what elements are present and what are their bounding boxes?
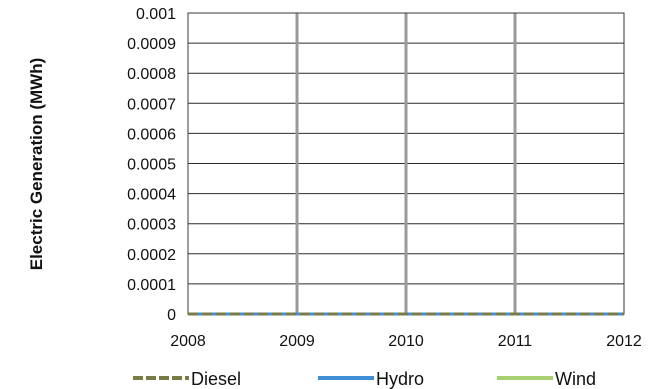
grid-layer xyxy=(188,12,624,315)
y-tick-label: 0.0003 xyxy=(127,217,176,234)
x-tick-label: 2008 xyxy=(170,333,206,350)
y-tick-label: 0 xyxy=(167,307,176,324)
y-tick-label: 0.0002 xyxy=(127,247,176,264)
y-tick-label: 0.0004 xyxy=(127,187,176,204)
x-tick-label: 2012 xyxy=(606,333,642,350)
x-tick-label: 2011 xyxy=(498,333,533,350)
y-tick-label: 0.0009 xyxy=(127,36,176,53)
y-tick-label: 0.0001 xyxy=(127,277,176,294)
legend: Diesel Hydro Wind xyxy=(133,369,596,389)
legend-label-wind: Wind xyxy=(555,369,596,389)
x-tick-label: 2010 xyxy=(388,333,424,350)
y-tick-label: 0.0005 xyxy=(127,157,176,174)
y-axis-label: Electric Generation (MWh) xyxy=(27,58,46,271)
y-tick-label: 0.001 xyxy=(136,6,176,23)
y-tick-label: 0.0006 xyxy=(127,126,176,143)
y-tick-label: 0.0008 xyxy=(127,66,176,83)
legend-label-hydro: Hydro xyxy=(376,369,424,389)
tick-labels: 0 0.0001 0.0002 0.0003 0.0004 0.0005 0.0006 0.0… xyxy=(127,6,642,350)
x-tick-label: 2009 xyxy=(279,333,315,350)
legend-label-diesel: Diesel xyxy=(191,369,241,389)
y-tick-label: 0.0007 xyxy=(127,96,176,113)
